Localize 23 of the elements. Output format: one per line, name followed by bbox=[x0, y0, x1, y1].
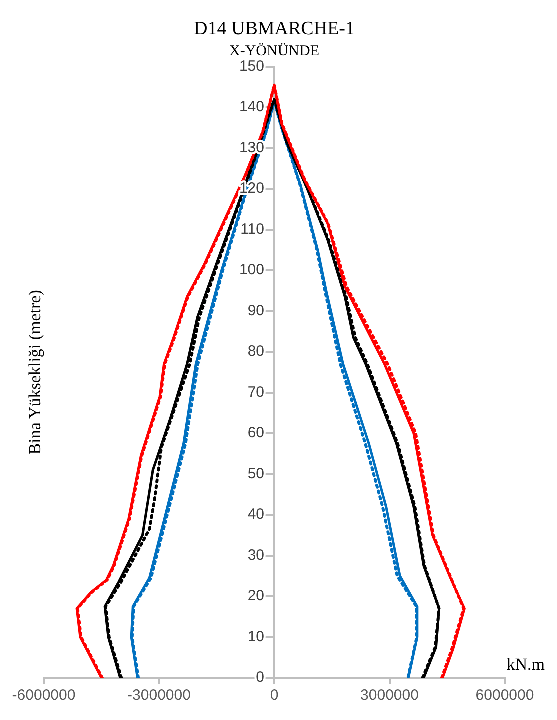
y-tick-label: 40 bbox=[248, 506, 264, 524]
chart-title: D14 UBMARCHE-1 bbox=[194, 18, 355, 40]
y-tick-label: 80 bbox=[248, 343, 264, 360]
y-tick-label: 20 bbox=[248, 588, 264, 605]
y-tick-label: 90 bbox=[248, 302, 264, 320]
y-tick-label: 110 bbox=[240, 220, 264, 238]
y-tick-label: 10 bbox=[248, 628, 264, 646]
x-tick-label: 3000000 bbox=[360, 687, 419, 704]
chart-subtitle: X-YÖNÜNDE bbox=[230, 42, 320, 60]
y-tick-label: 100 bbox=[239, 262, 264, 279]
y-tick-label: 150 bbox=[239, 58, 264, 75]
y-tick-label: 140 bbox=[239, 98, 264, 116]
x-tick-label: 6000000 bbox=[476, 687, 534, 704]
x-tick-label: -3000000 bbox=[128, 687, 191, 704]
y-tick-label: 0 bbox=[256, 669, 264, 686]
y-tick-label: 60 bbox=[248, 424, 264, 442]
y-tick-label: 70 bbox=[248, 384, 264, 401]
y-axis-title: Bina Yüksekliği (metre) bbox=[25, 290, 44, 455]
x-tick-label: -6000000 bbox=[12, 687, 76, 704]
y-tick-label: 30 bbox=[248, 546, 264, 564]
y-tick-label: 50 bbox=[248, 465, 264, 482]
x-axis-title: kN.m bbox=[506, 654, 545, 674]
x-tick-label: 0 bbox=[270, 687, 279, 704]
